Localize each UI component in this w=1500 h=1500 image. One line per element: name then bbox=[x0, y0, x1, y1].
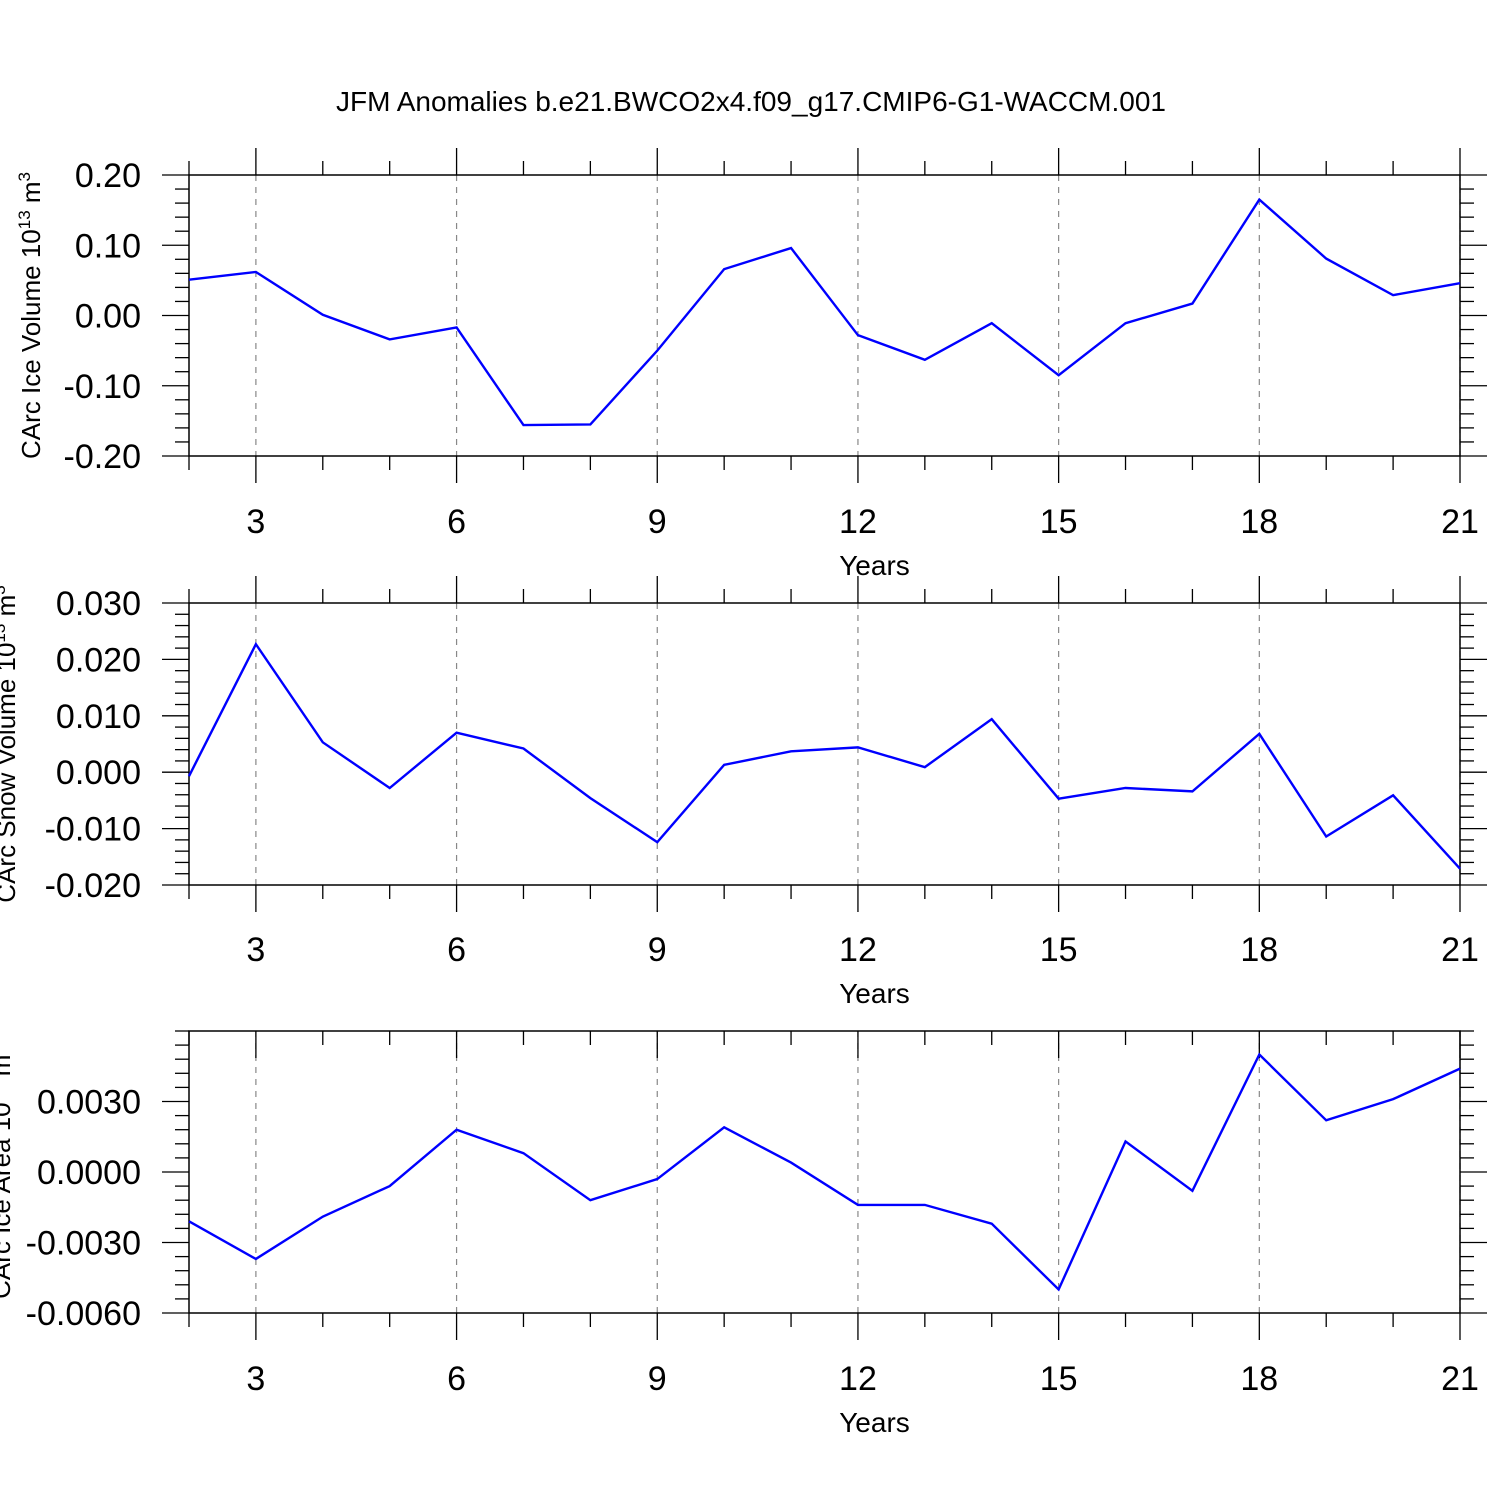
x-axis-label: Years bbox=[839, 1407, 910, 1438]
y-tick-label: 0.030 bbox=[56, 585, 141, 623]
series-line bbox=[188, 1052, 1461, 1292]
y-tick-label: 0.10 bbox=[75, 227, 141, 265]
series-line bbox=[187, 641, 1461, 870]
series-line bbox=[188, 197, 1461, 427]
x-axis-label: Years bbox=[839, 978, 910, 1009]
x-tick-label: 6 bbox=[447, 931, 466, 969]
y-axis-label: CArc Ice Volume 1013 m3 bbox=[15, 172, 46, 459]
y-tick-label: 0.0000 bbox=[37, 1154, 141, 1192]
y-tick-label: 0.000 bbox=[56, 754, 141, 792]
y-axis-label: CArc Snow Volume 1013 m3 bbox=[0, 585, 21, 902]
x-tick-label: 12 bbox=[839, 1360, 877, 1398]
panel-3: 3 6 9 12 15 18 21 -0.0060 -0.0030 0.0000 0.0030 Yea… bbox=[0, 1030, 1487, 1438]
plot-frame bbox=[188, 602, 1461, 886]
x-tick-label: 3 bbox=[246, 931, 265, 969]
x-tick-label: 15 bbox=[1040, 931, 1078, 969]
x-tick-label: 3 bbox=[246, 503, 265, 541]
y-tick-label: 0.00 bbox=[75, 298, 141, 336]
y-tick-label: 0.0030 bbox=[37, 1084, 141, 1122]
x-tick-label: 6 bbox=[447, 1360, 466, 1398]
y-tick-label: -0.20 bbox=[64, 438, 142, 476]
panel-2: 3 6 9 12 15 18 21 -0.020 -0.010 0.000 0.010 0.020 0.… bbox=[0, 576, 1487, 1009]
y-tick-label: -0.020 bbox=[45, 867, 141, 905]
x-tick-label: 9 bbox=[648, 931, 667, 969]
y-tick-label: -0.10 bbox=[64, 368, 142, 406]
y-tick-label: -0.0060 bbox=[26, 1295, 141, 1333]
y-tick-label: 0.020 bbox=[56, 641, 141, 679]
x-tick-label: 9 bbox=[648, 1360, 667, 1398]
x-tick-label: 15 bbox=[1040, 1360, 1078, 1398]
panel-1: 3 6 9 12 15 18 21 -0.20 -0.10 0.00 0.10 0.20 Years CA… bbox=[15, 148, 1487, 581]
x-tick-label: 18 bbox=[1240, 1360, 1278, 1398]
x-tick-label: 18 bbox=[1240, 931, 1278, 969]
y-tick-label: 0.010 bbox=[56, 698, 141, 736]
chart-title: JFM Anomalies b.e21.BWCO2x4.f09_g17.CMIP… bbox=[336, 86, 1166, 117]
x-tick-label: 9 bbox=[648, 503, 667, 541]
y-tick-label: -0.0030 bbox=[26, 1225, 141, 1263]
y-tick-label: -0.010 bbox=[45, 811, 141, 849]
x-tick-label: 12 bbox=[839, 503, 877, 541]
y-tick-label: 0.20 bbox=[75, 157, 141, 195]
x-tick-label: 12 bbox=[839, 931, 877, 969]
x-axis-label: Years bbox=[839, 550, 910, 581]
x-tick-label: 6 bbox=[447, 503, 466, 541]
x-tick-label: 21 bbox=[1441, 503, 1479, 541]
x-tick-label: 15 bbox=[1040, 503, 1078, 541]
x-tick-label: 18 bbox=[1240, 503, 1278, 541]
y-axis-label: CArc Ice Area 1013 m2 bbox=[0, 1045, 16, 1299]
x-tick-label: 21 bbox=[1441, 1360, 1479, 1398]
x-tick-label: 3 bbox=[246, 1360, 265, 1398]
x-tick-label: 21 bbox=[1441, 931, 1479, 969]
